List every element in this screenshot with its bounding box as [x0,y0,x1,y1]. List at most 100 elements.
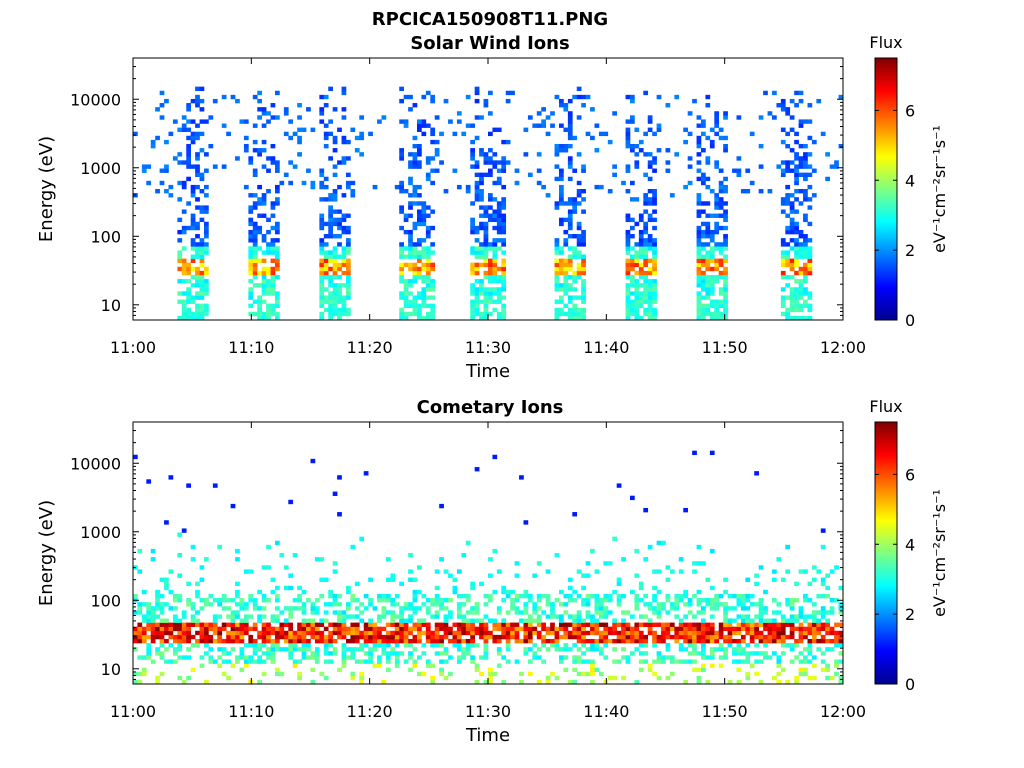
spectrogram-cell [385,622,391,627]
spectrogram-cell [186,103,191,108]
spectrogram-cell [199,270,205,276]
spectrogram-cell [372,643,378,648]
spectrogram-cell [204,168,209,173]
spectrogram-cell [172,156,178,161]
spectrogram-cell [794,176,799,182]
spectrogram-cell [638,614,644,619]
spectrogram-cell [341,655,347,660]
spectrogram-cell [385,634,391,640]
spectrogram-cell [625,168,631,173]
spectrogram-cell [643,299,649,304]
spectrogram-cell [363,606,369,611]
spectrogram-cell [581,295,586,300]
spectrogram-cell [794,197,799,202]
spectrogram-cell [572,303,578,309]
spectrogram-cell [297,103,302,108]
spectrogram-cell [137,671,143,677]
spectrogram-cell [248,593,254,599]
spectrogram-cell [789,127,795,132]
spectrogram-cell [541,184,546,190]
spectrogram-cell [740,598,746,603]
spectrogram-cell [559,659,564,664]
spectrogram-cell [647,287,653,292]
spectrogram-cell [501,598,507,603]
spectrogram-cell [594,123,600,128]
spectrogram-cell [789,598,795,603]
spectrogram-cell [399,189,404,194]
spectrogram-cell [408,667,413,673]
spectrogram-cell [448,655,453,660]
spectrogram-cell [532,618,538,623]
spectrogram-cell [656,540,662,546]
spectrogram-cell [328,229,333,235]
spectrogram-cell [297,622,302,627]
spectrogram-cell [270,311,276,317]
spectrogram-cell [581,307,586,313]
spectrogram-cell [323,250,329,255]
spectrogram-cell [146,164,152,169]
spectrogram-cell [346,246,351,251]
spectrogram-cell [186,201,191,206]
spectrogram-cell [598,184,604,190]
spectrogram-cell [634,197,640,202]
spectrogram-cell [319,577,325,582]
spectrogram-cell [723,283,728,288]
spectrogram-cell [554,315,560,321]
spectrogram-cell [492,671,498,677]
spectrogram-cell [625,229,631,235]
spectrogram-cell [403,311,409,317]
spectrogram-cell [408,606,413,611]
spectrogram-cell [594,593,600,599]
spectrogram-cell [341,250,347,255]
spectrogram-cell [279,622,285,627]
spectrogram-cell [408,238,413,243]
spectrogram-cell [785,143,791,149]
spectrogram-cell [474,184,480,190]
spectrogram-cell [243,655,249,660]
spectrogram-cell [190,193,196,198]
spectrogram-cell [625,638,631,644]
spectrogram-cell [692,630,697,636]
spectrogram-cell [625,311,631,317]
spectrogram-cell [301,626,307,632]
spectrogram-cell [474,679,480,685]
spectrogram-cell [479,250,484,255]
panel-title: Cometary Ions [417,397,564,418]
spectrogram-cell [585,659,591,664]
spectrogram-cell [319,557,325,562]
spectrogram-cell [803,160,808,165]
spectrogram-cell [470,225,475,231]
spectrogram-cell [314,622,320,627]
spectrogram-cell [772,577,777,582]
spectrogram-cell [545,569,551,574]
spectrogram-cell [523,638,529,644]
spectrogram-cell [745,630,751,636]
spectrogram-cell [470,246,475,251]
spectrogram-cell [190,221,196,227]
spectrogram-cell [559,217,564,223]
spectrogram-cell [576,180,582,186]
spectrogram-cell [230,622,236,627]
spectrogram-cell [701,315,706,321]
spectrogram-cell [581,258,586,263]
spectrogram-cell [288,655,294,660]
spectrogram-cell [714,307,720,313]
spectrogram-cell [199,315,205,321]
spectrogram-cell [350,180,356,186]
spectrogram-cell [772,630,777,636]
spectrogram-cell [270,287,276,292]
spectrogram-cell [669,655,675,660]
spectrogram-cell [319,638,325,644]
spectrogram-cell [630,254,635,259]
spectrogram-cell [275,593,280,599]
spectrogram-cell [665,675,671,681]
spectrogram-cell [789,148,795,153]
spectrogram-cell [545,614,551,619]
spectrogram-cell [479,176,484,182]
spectrogram-cell [492,250,498,255]
spectrogram-cell [709,213,715,218]
spectrogram-cell [177,160,183,165]
spectrogram-cell [811,655,817,660]
spectrogram-cell [159,626,165,632]
spectrogram-cell [692,634,697,640]
